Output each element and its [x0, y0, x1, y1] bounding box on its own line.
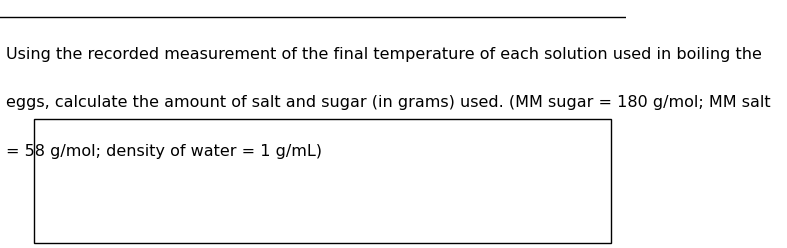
- Text: eggs, calculate the amount of salt and sugar (in grams) used. (MM sugar = 180 g/: eggs, calculate the amount of salt and s…: [6, 95, 771, 110]
- Text: = 58 g/mol; density of water = 1 g/mL): = 58 g/mol; density of water = 1 g/mL): [6, 144, 322, 159]
- Text: Using the recorded measurement of the final temperature of each solution used in: Using the recorded measurement of the fi…: [6, 47, 762, 62]
- FancyBboxPatch shape: [35, 119, 611, 243]
